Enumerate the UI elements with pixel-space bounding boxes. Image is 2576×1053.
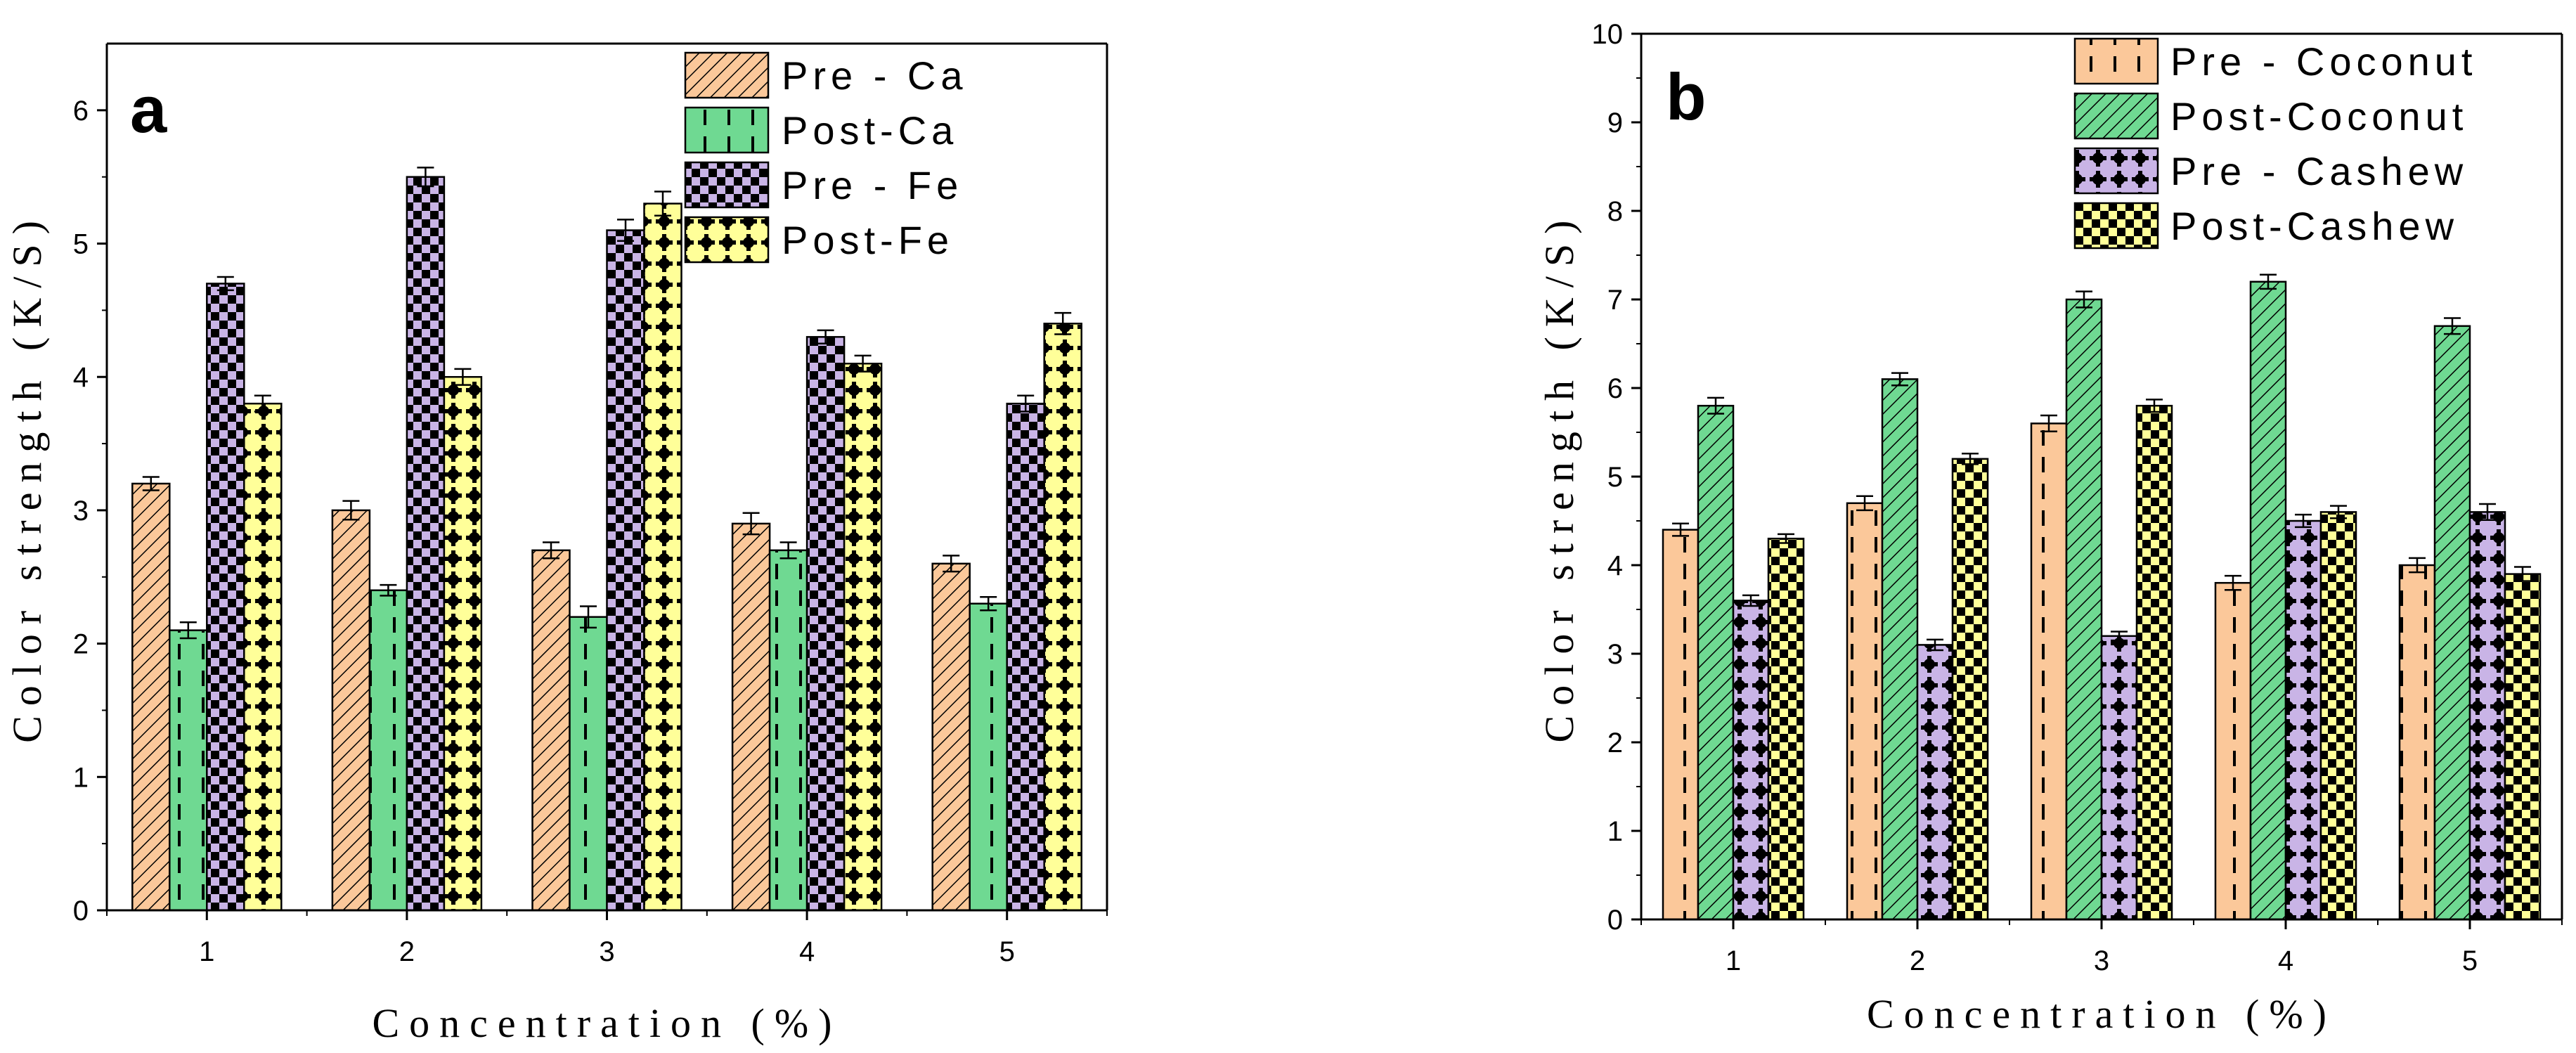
bar-pattern-b-s3-c4 bbox=[2284, 519, 2322, 921]
bar-pattern-b-s4-c3 bbox=[2135, 404, 2173, 921]
bar-pattern-b-s1-c1 bbox=[1662, 529, 1700, 921]
x-tick-label-b-1: 1 bbox=[1726, 945, 1741, 976]
y-tick-label-b-7: 7 bbox=[1607, 285, 1623, 316]
y-tick-label-b-2: 2 bbox=[1607, 728, 1623, 758]
bar-pattern-b-s2-c1 bbox=[1697, 404, 1735, 921]
x-tick-label-b-5: 5 bbox=[2462, 945, 2478, 976]
panel-b-label: b bbox=[1666, 60, 1706, 134]
legend-label-b-s3: Pre - Cashew bbox=[2170, 149, 2468, 193]
bar-pattern-a-s2-c5 bbox=[969, 602, 1008, 912]
y-tick-label-b-9: 9 bbox=[1607, 108, 1623, 138]
y-tick-label-a-4: 4 bbox=[73, 362, 89, 393]
bar-pattern-a-s3-c3 bbox=[606, 229, 645, 912]
x-tick-label-a-1: 1 bbox=[199, 936, 214, 967]
x-tick-label-b-3: 3 bbox=[2094, 945, 2109, 976]
x-tick-label-a-2: 2 bbox=[399, 936, 415, 967]
x-tick-label-b-4: 4 bbox=[2278, 945, 2293, 976]
bar-pattern-a-s4-c2 bbox=[443, 375, 483, 912]
legend-swatch-pattern-a-s4 bbox=[684, 216, 770, 264]
bar-pattern-b-s1-c2 bbox=[1846, 502, 1884, 921]
y-tick-label-b-3: 3 bbox=[1607, 639, 1623, 670]
y-tick-label-b-6: 6 bbox=[1607, 373, 1623, 404]
bar-pattern-b-s1-c3 bbox=[2030, 422, 2068, 921]
bar-pattern-a-s4-c4 bbox=[843, 363, 883, 912]
bar-pattern-a-s1-c2 bbox=[331, 509, 371, 912]
legend-swatch-pattern-a-s1 bbox=[684, 51, 770, 99]
bar-pattern-b-s1-c5 bbox=[2398, 564, 2436, 921]
y-tick-label-b-5: 5 bbox=[1607, 462, 1623, 493]
x-axis-title-b: Concentration (%) bbox=[1867, 991, 2336, 1037]
bar-pattern-a-s1-c3 bbox=[531, 549, 571, 912]
bar-pattern-a-s3-c4 bbox=[805, 336, 846, 912]
y-tick-label-a-0: 0 bbox=[73, 896, 89, 926]
panel-a-chart: a 0 1 2 3 4 5 6 1 2 3 4 5 Concentration (%) Color str… bbox=[4, 42, 1108, 1046]
bar-pattern-b-s3-c5 bbox=[2468, 511, 2506, 921]
legend-swatch-pattern-b-s1 bbox=[2073, 37, 2159, 85]
y-tick-label-a-3: 3 bbox=[73, 496, 89, 526]
y-tick-label-a-5: 5 bbox=[73, 229, 89, 260]
x-tick-label-a-5: 5 bbox=[999, 936, 1015, 967]
bar-pattern-a-s4-c1 bbox=[243, 402, 283, 912]
panel-b-chart: b 0 1 2 3 4 5 6 7 8 9 10 1 2 3 4 5 Concentration (%) Colo… bbox=[1536, 19, 2563, 1037]
y-tick-label-a-1: 1 bbox=[73, 762, 89, 793]
x-tick-label-b-2: 2 bbox=[1910, 945, 1925, 976]
bar-pattern-a-s1-c1 bbox=[131, 482, 171, 912]
legend-swatch-pattern-b-s3 bbox=[2073, 147, 2159, 195]
bar-pattern-a-s3-c1 bbox=[206, 283, 245, 912]
bar-pattern-b-s4-c4 bbox=[2319, 511, 2357, 921]
y-tick-label-b-10: 10 bbox=[1592, 19, 1624, 50]
bar-pattern-a-s1-c4 bbox=[731, 522, 771, 912]
bar-pattern-b-s3-c1 bbox=[1732, 600, 1770, 921]
y-tick-label-b-8: 8 bbox=[1607, 196, 1623, 227]
bar-pattern-b-s4-c1 bbox=[1767, 537, 1805, 921]
bar-pattern-b-s1-c4 bbox=[2214, 581, 2252, 921]
bar-pattern-b-s4-c5 bbox=[2504, 573, 2542, 921]
panel-a-label: a bbox=[130, 72, 167, 146]
legend-swatch-pattern-b-s4 bbox=[2073, 202, 2159, 250]
legend-swatch-pattern-a-s2 bbox=[684, 106, 770, 154]
bar-pattern-a-s4-c3 bbox=[643, 202, 682, 912]
legend-label-b-s1: Pre - Coconut bbox=[2170, 39, 2478, 84]
bar-pattern-b-s4-c2 bbox=[1951, 458, 1989, 921]
legend-label-a-s4: Post-Fe bbox=[782, 218, 954, 262]
y-axis-title-a: Color strength (K/S) bbox=[4, 211, 50, 743]
legend-label-a-s3: Pre - Fe bbox=[782, 163, 963, 207]
legend-label-b-s4: Post-Cashew bbox=[2170, 204, 2459, 248]
bar-pattern-b-s2-c3 bbox=[2065, 298, 2103, 921]
bar-pattern-a-s1-c5 bbox=[931, 562, 971, 912]
bar-pattern-b-s2-c4 bbox=[2249, 280, 2287, 921]
bar-pattern-a-s2-c1 bbox=[169, 629, 208, 912]
legend-swatch-pattern-b-s2 bbox=[2073, 92, 2159, 140]
bar-pattern-b-s3-c3 bbox=[2100, 635, 2138, 921]
legend-swatch-pattern-a-s3 bbox=[684, 161, 770, 209]
bar-pattern-a-s2-c4 bbox=[768, 549, 808, 912]
bar-pattern-a-s3-c2 bbox=[406, 176, 446, 912]
y-tick-label-b-4: 4 bbox=[1607, 550, 1623, 581]
bar-pattern-a-s2-c3 bbox=[569, 616, 608, 912]
y-tick-label-b-0: 0 bbox=[1607, 905, 1623, 936]
y-tick-label-b-1: 1 bbox=[1607, 816, 1623, 847]
x-tick-label-a-4: 4 bbox=[799, 936, 815, 967]
legend-label-a-s1: Pre - Ca bbox=[782, 53, 968, 98]
legend-label-a-s2: Post-Ca bbox=[782, 108, 958, 153]
bar-pattern-b-s2-c5 bbox=[2433, 325, 2471, 921]
x-axis-title-a: Concentration (%) bbox=[372, 1000, 841, 1046]
bar-pattern-a-s2-c2 bbox=[368, 589, 408, 912]
bar-pattern-a-s4-c5 bbox=[1043, 323, 1082, 912]
x-tick-label-a-3: 3 bbox=[599, 936, 614, 967]
bar-pattern-b-s3-c2 bbox=[1916, 644, 1954, 921]
y-tick-label-a-2: 2 bbox=[73, 629, 89, 660]
legend-label-b-s2: Post-Coconut bbox=[2170, 94, 2468, 138]
bar-pattern-b-s2-c2 bbox=[1881, 378, 1919, 921]
bar-pattern-a-s3-c5 bbox=[1006, 402, 1045, 912]
y-tick-label-a-6: 6 bbox=[73, 96, 89, 127]
y-axis-title-b: Color strength (K/S) bbox=[1536, 211, 1582, 743]
